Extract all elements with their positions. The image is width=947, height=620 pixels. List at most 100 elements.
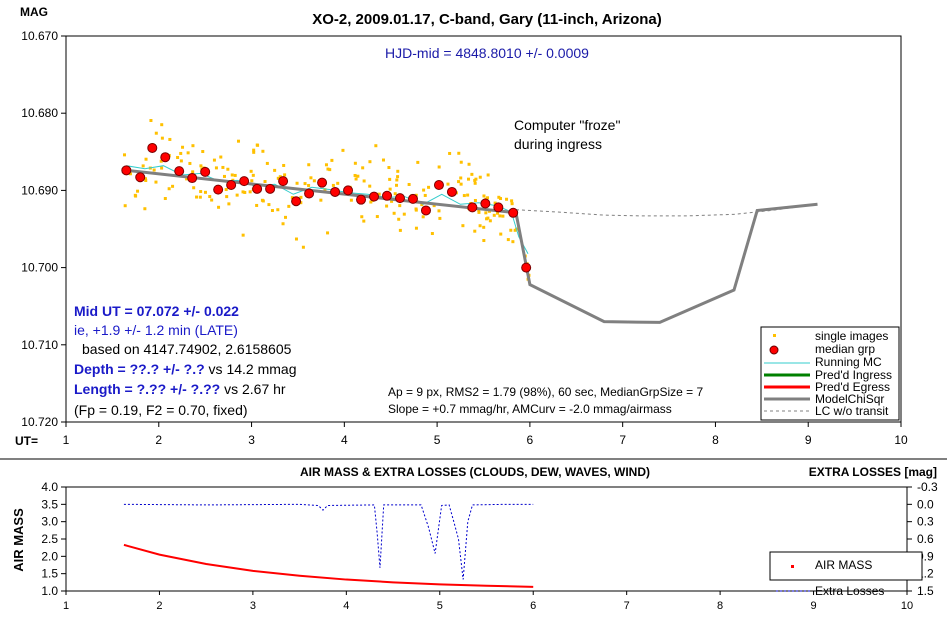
single-image-point [467, 162, 471, 166]
single-image-point [303, 182, 307, 186]
single-image-point [222, 174, 226, 178]
single-image-point [163, 197, 167, 201]
single-image-point [263, 180, 267, 184]
single-image-point [477, 208, 481, 212]
single-image-point [179, 151, 183, 155]
airmass-y-tick-label: 1.5 [41, 567, 58, 581]
single-image-point [224, 188, 228, 192]
single-image-point [498, 214, 502, 218]
single-image-point [309, 176, 313, 180]
single-image-point [473, 198, 477, 202]
median-grp-point [433, 179, 444, 190]
single-image-point [330, 158, 334, 162]
extra-losses-tick-label: 0.3 [917, 515, 934, 529]
legend-label-losses: Extra Losses [815, 584, 884, 598]
single-image-point [168, 137, 172, 141]
extra-losses-y-ticks: -0.30.00.30.60.91.21.5 [907, 480, 938, 598]
single-image-point [484, 211, 488, 215]
single-image-point [482, 225, 486, 229]
single-image-point [188, 161, 192, 165]
airmass-y-ticks: 1.0 1.5 2.0 2.5 3.0 3.5 4.0 [41, 480, 66, 598]
single-image-point [459, 182, 463, 186]
main-x-tick-label: 7 [619, 433, 626, 447]
single-image-point [255, 203, 259, 207]
single-image-point [505, 197, 509, 201]
single-image-point [421, 215, 425, 219]
legend-label-single: single images [815, 329, 888, 343]
single-image-point [496, 211, 500, 215]
single-image-point [473, 178, 477, 182]
single-image-point [249, 169, 253, 173]
single-image-point [284, 215, 288, 219]
single-image-point [393, 192, 397, 196]
single-image-point [499, 197, 503, 201]
single-image-point [414, 207, 418, 211]
main-x-tick-label: 10 [894, 433, 908, 447]
single-image-point [477, 210, 481, 214]
main-y-ticks: 10.670 10.680 10.690 10.700 10.710 10.720 [21, 29, 66, 429]
legend-marker-single [773, 334, 776, 337]
single-image-point [414, 226, 418, 230]
main-y-tick-label: 10.700 [21, 261, 58, 275]
single-image-point [459, 176, 463, 180]
single-image-point [461, 224, 465, 228]
single-image-point [362, 219, 366, 223]
single-image-point [377, 192, 381, 196]
median-grp-point [330, 186, 341, 197]
single-image-point [323, 188, 327, 192]
single-image-point [437, 165, 441, 169]
depth-predicted: vs 14.2 mmag [205, 361, 297, 377]
median-grp-point [395, 193, 405, 204]
median-grp-point [343, 185, 354, 196]
single-image-point [482, 194, 486, 198]
single-image-point [392, 211, 396, 215]
fp-annotation: (Fp = 0.19, F2 = 0.70, fixed) [74, 402, 248, 418]
single-image-point [486, 173, 490, 177]
single-image-point [448, 151, 452, 155]
single-image-point [282, 163, 286, 167]
single-image-point [478, 224, 482, 228]
single-image-point [510, 202, 514, 206]
extra-losses-tick-label: 1.5 [917, 584, 934, 598]
single-image-point [437, 209, 441, 213]
single-image-point [354, 177, 358, 181]
single-image-point [278, 175, 282, 179]
slope-annotation: Slope = +0.7 mmag/hr, AMCurv = -2.0 mmag… [388, 402, 672, 416]
single-image-point [353, 173, 357, 177]
single-image-point [167, 187, 171, 191]
single-image-point [396, 169, 400, 173]
main-y-tick-label: 10.720 [21, 415, 58, 429]
length-predicted: vs 2.67 hr [220, 381, 286, 397]
median-grp-point [317, 177, 328, 188]
single-image-point [331, 183, 335, 187]
depth-value: Depth = ??.? +/- ?.? [74, 361, 205, 377]
main-y-tick-label: 10.670 [21, 29, 58, 43]
single-image-point [256, 143, 260, 147]
median-grp-point [187, 173, 198, 184]
single-image-point [466, 177, 470, 181]
airmass-ylabel: AIR MASS [11, 508, 26, 572]
single-image-point [251, 173, 255, 177]
froze-annotation-1: Computer "froze" [514, 117, 620, 133]
main-x-tick-label: 8 [712, 433, 719, 447]
median-grp-point [121, 165, 132, 176]
median-grp-point [521, 262, 532, 273]
single-image-point [283, 173, 287, 177]
single-image-point [369, 200, 373, 204]
median-grp-point [265, 183, 276, 194]
single-image-point [160, 166, 164, 170]
median-grp-point [239, 176, 250, 187]
single-image-point [226, 167, 230, 171]
median-grp-point [174, 166, 185, 177]
single-image-point [203, 190, 207, 194]
single-image-point [191, 144, 195, 148]
main-x-tick-label: 2 [155, 433, 162, 447]
single-image-point [241, 233, 245, 237]
single-image-point [466, 193, 470, 197]
legend-label-running: Running MC [815, 355, 882, 369]
main-x-tick-label: 9 [805, 433, 812, 447]
single-image-point [221, 165, 225, 169]
extra-losses-tick-label: -0.3 [917, 480, 938, 494]
single-image-point [217, 205, 221, 209]
